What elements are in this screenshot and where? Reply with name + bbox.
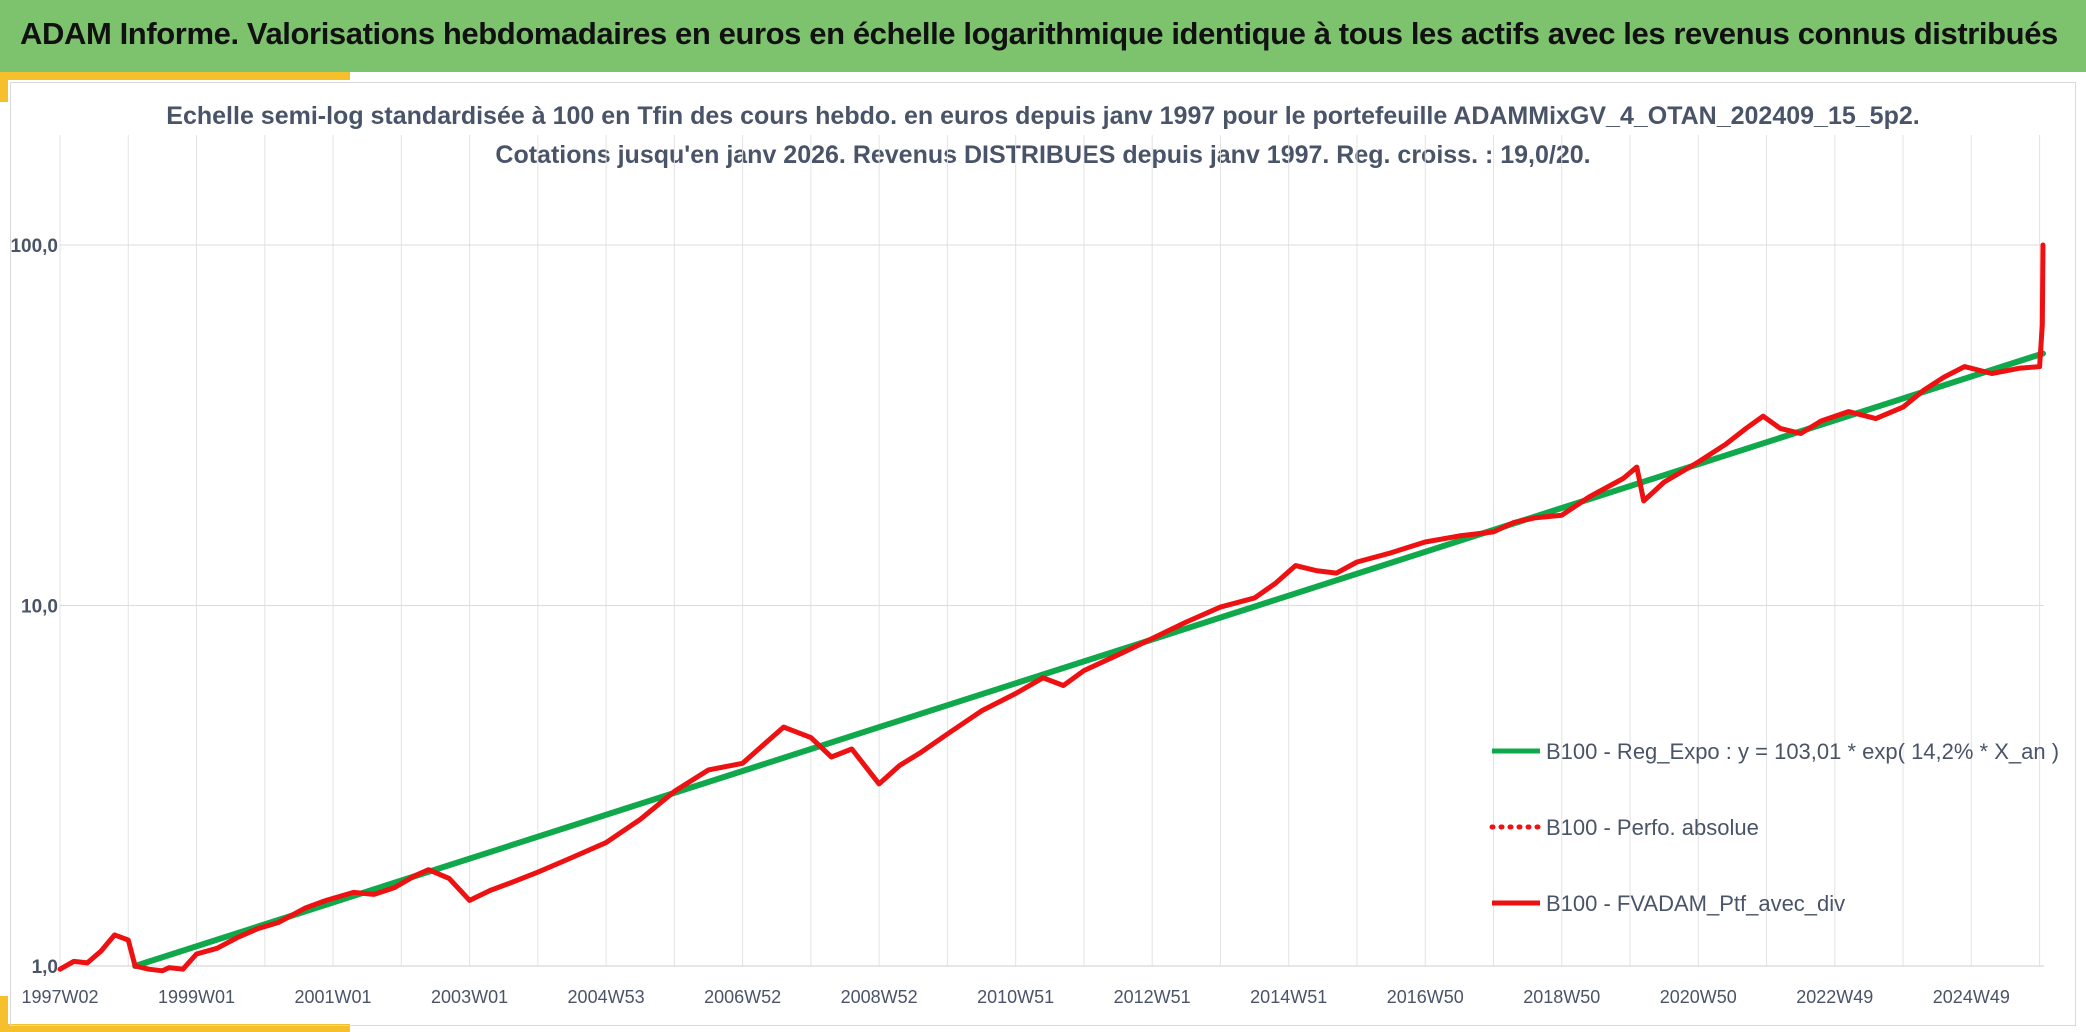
legend-label: B100 - Reg_Expo : y = 103,01 * exp( 14,2… — [1546, 739, 2059, 764]
accent-bar-top-horizontal — [0, 72, 350, 80]
x-tick-label: 2016W50 — [1387, 987, 1464, 1007]
chart-title-line-2: Cotations jusqu'en janv 2026. Revenus DI… — [495, 141, 1591, 169]
header-banner: ADAM Informe. Valorisations hebdomadaire… — [0, 0, 2086, 72]
x-tick-label: 2006W52 — [704, 987, 781, 1007]
x-tick-label: 2003W01 — [431, 987, 508, 1007]
chart-title-line-1: Echelle semi-log standardisée à 100 en T… — [166, 102, 1920, 130]
tick-layer: 1,0 10,0 100,0 1997W02 1999W01 2001W01 2003W01… — [10, 236, 2009, 1007]
x-tick-label: 2010W51 — [977, 987, 1054, 1007]
legend: B100 - Reg_Expo : y = 103,01 * exp( 14,2… — [1489, 739, 2059, 916]
x-tick-label: 2012W51 — [1114, 987, 1191, 1007]
chart-frame — [10, 82, 2076, 1026]
x-tick-label: 2014W51 — [1250, 987, 1327, 1007]
series-line-fvadam — [57, 242, 2046, 974]
y-tick-label: 1,0 — [32, 957, 58, 978]
series-layer — [57, 242, 2046, 974]
banner-title: ADAM Informe. Valorisations hebdomadaire… — [20, 16, 2058, 51]
grid-layer — [59, 135, 2044, 967]
legend-label: B100 - FVADAM_Ptf_avec_div — [1546, 891, 1845, 916]
x-tick-label: 2008W52 — [841, 987, 918, 1007]
x-tick-label: 2004W53 — [568, 987, 645, 1007]
x-tick-label: 1999W01 — [158, 987, 235, 1007]
accent-bar-bottom-vertical — [0, 996, 8, 1032]
y-tick-label: 10,0 — [21, 597, 58, 618]
x-tick-label: 2020W50 — [1660, 987, 1737, 1007]
accent-bar-top-vertical — [0, 72, 8, 102]
regression-line — [132, 350, 2046, 969]
x-tick-label: 2024W49 — [1933, 987, 2010, 1007]
x-tick-label: 2022W49 — [1796, 987, 1873, 1007]
x-tick-label: 1997W02 — [21, 987, 98, 1007]
x-tick-label: 2018W50 — [1523, 987, 1600, 1007]
x-tick-label: 2001W01 — [295, 987, 372, 1007]
legend-label: B100 - Perfo. absolue — [1546, 815, 1759, 840]
y-tick-label: 100,0 — [10, 236, 58, 257]
accent-bar-bottom-horizontal — [0, 1024, 350, 1032]
